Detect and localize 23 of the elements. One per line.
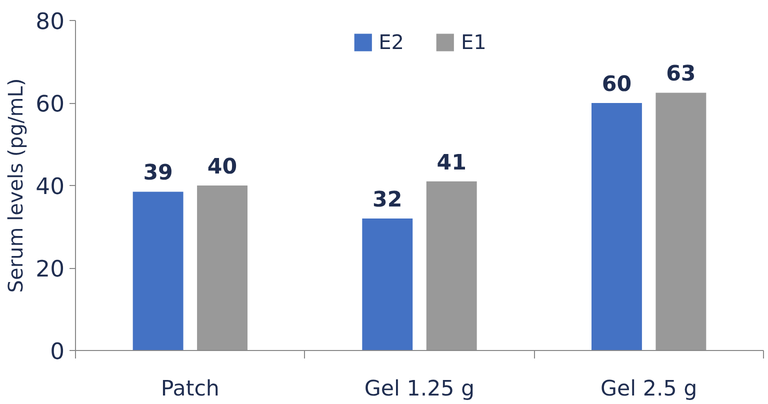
bar bbox=[132, 192, 184, 350]
y-tick-label: 60 bbox=[36, 92, 65, 118]
y-tick-label: 0 bbox=[50, 339, 65, 365]
bar bbox=[656, 92, 706, 350]
bar bbox=[426, 181, 477, 350]
legend-label: E1 bbox=[461, 30, 486, 54]
bar bbox=[592, 103, 642, 350]
data-label: 41 bbox=[436, 150, 466, 176]
y-tick-label: 40 bbox=[36, 174, 65, 200]
y-tick-label: 20 bbox=[36, 256, 65, 282]
x-tick-label: Gel 1.25 g bbox=[364, 376, 475, 402]
bar bbox=[197, 186, 248, 350]
y-axis-title: Serum levels (pg/mL) bbox=[4, 78, 28, 293]
data-label: 39 bbox=[143, 160, 173, 186]
legend-label: E2 bbox=[378, 30, 404, 54]
data-label: 40 bbox=[207, 154, 238, 180]
x-tick-label: Gel 2.5 g bbox=[600, 376, 698, 402]
data-label: 63 bbox=[666, 62, 696, 87]
x-tick-label: Patch bbox=[160, 376, 220, 402]
bar bbox=[362, 218, 413, 350]
data-label: 32 bbox=[372, 188, 402, 212]
data-label: 60 bbox=[602, 72, 632, 97]
y-tick-label: 80 bbox=[36, 9, 65, 35]
